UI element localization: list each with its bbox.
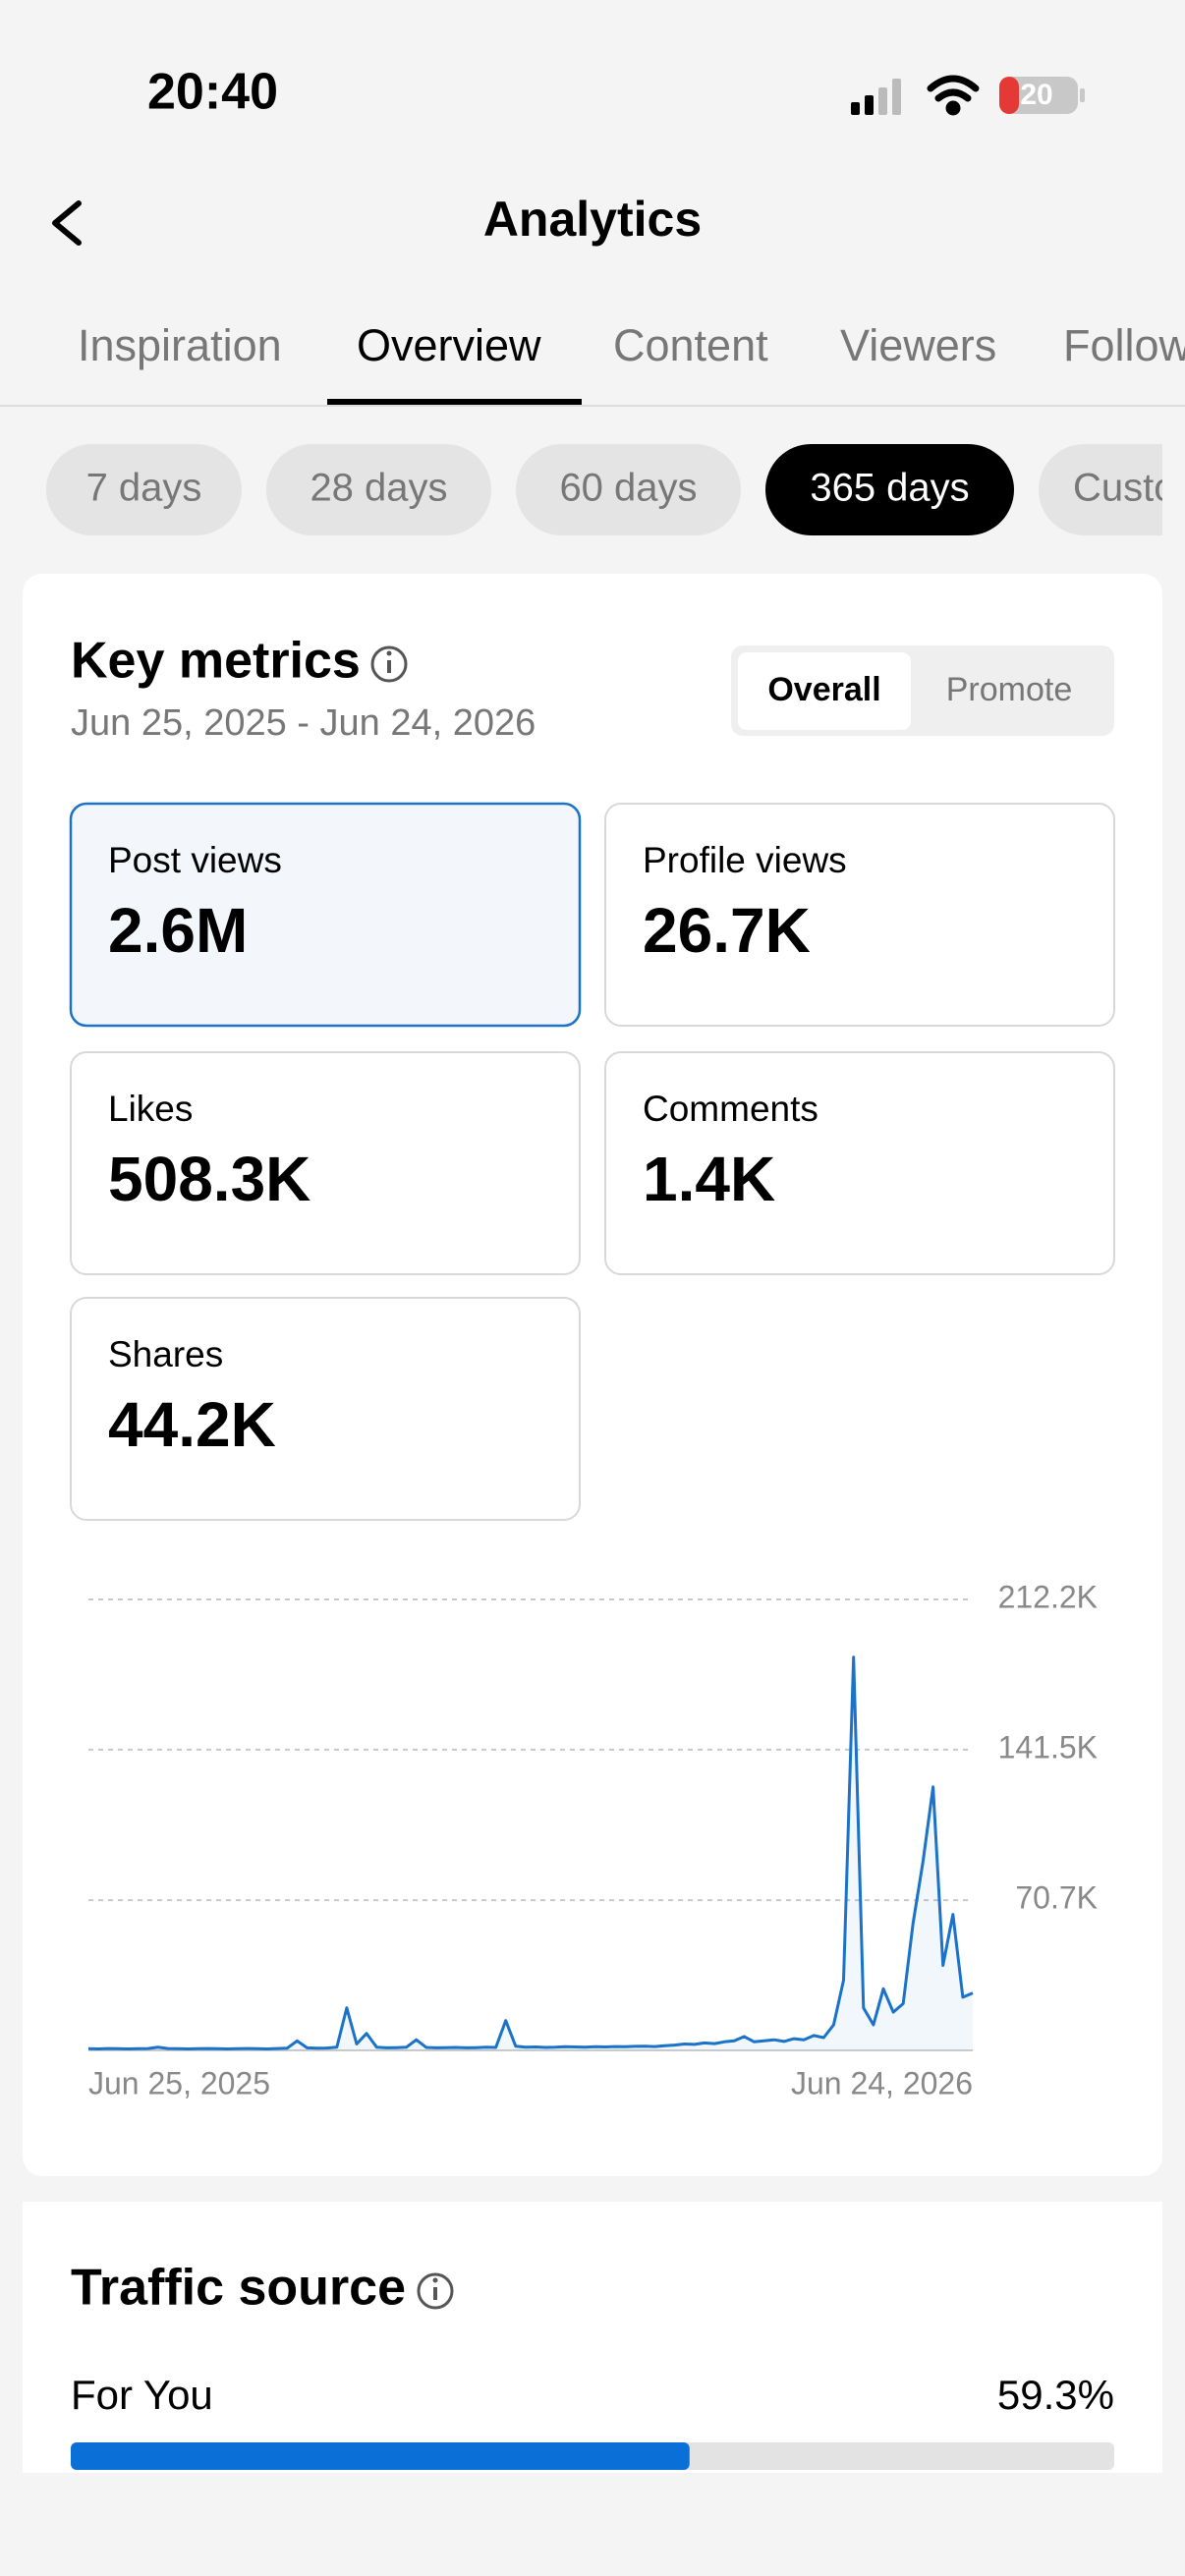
y-tick-label: 141.5K (998, 1729, 1098, 1764)
bar (71, 2442, 690, 2470)
section-title: Key metrics (71, 633, 361, 690)
signal-icon (851, 79, 901, 115)
range-label: 60 days (559, 467, 697, 510)
traffic-card-top (23, 2202, 1162, 2241)
page-title: Analytics (483, 192, 702, 247)
y-tick-label: 212.2K (998, 1579, 1098, 1614)
traffic-list: For You 59.3% (71, 2372, 1114, 2470)
tab[interactable]: Followers (1063, 320, 1185, 370)
range-pill[interactable] (266, 444, 491, 535)
tab-bar: Inspiration Overview Content Viewers Followe… (78, 320, 1185, 405)
area (88, 1656, 973, 2050)
toggle-option[interactable] (738, 652, 911, 730)
metric-label: Post views (108, 840, 282, 880)
tab[interactable]: Content (613, 320, 768, 370)
section-title: Traffic source (71, 2260, 406, 2317)
metric-value: 26.7K (643, 895, 811, 966)
range-label: 365 days (810, 467, 969, 510)
status-time: 20:40 (147, 64, 278, 121)
tab[interactable]: Inspiration (78, 320, 282, 370)
range-pill[interactable] (46, 444, 242, 535)
range-pill[interactable] (1039, 444, 1185, 535)
source-label: For You (71, 2372, 213, 2418)
y-tick-label: 70.7K (1015, 1880, 1098, 1916)
metric-box[interactable] (70, 1297, 581, 1521)
x-tick-label: Jun 24, 2026 (791, 2065, 973, 2100)
tab[interactable]: Viewers (840, 320, 996, 370)
tab-indicator (327, 399, 582, 405)
source-value: 59.3% (997, 2372, 1114, 2418)
wifi-icon (927, 75, 980, 116)
range-pill[interactable] (516, 444, 741, 535)
metric-value: 2.6M (108, 895, 248, 966)
metric-value: 1.4K (643, 1144, 775, 1214)
line-chart: 70.7K 141.5K 212.2K Jun 25, 2025 Jun 24, 202… (87, 1579, 1098, 2100)
info-icon[interactable] (370, 645, 408, 683)
range-label: 7 days (86, 467, 202, 510)
metric-value: 44.2K (108, 1389, 276, 1460)
range-selector: 7 days 28 days 60 days 365 days Custom (46, 444, 1185, 535)
metric-value: 508.3K (108, 1144, 310, 1214)
metric-grid: Post views 2.6M Profile views 26.7K Likes 508… (69, 802, 1115, 1521)
battery-level: 20 (1020, 79, 1052, 111)
metric-label: Profile views (643, 840, 847, 880)
toggle-options: Overall Promote (738, 652, 1073, 730)
back-button[interactable] (52, 200, 82, 246)
metric-label: Comments (643, 1089, 818, 1129)
tab[interactable]: Overview (357, 320, 541, 370)
metric-box[interactable] (70, 1051, 581, 1275)
range-label: Custom (1073, 467, 1185, 510)
metric-label: Likes (108, 1089, 193, 1129)
divider (0, 405, 1185, 407)
range-label: 28 days (310, 467, 447, 510)
metric-label: Shares (108, 1334, 223, 1374)
x-tick-label: Jun 25, 2025 (88, 2065, 270, 2100)
traffic-card (23, 2202, 1162, 2473)
metric-box[interactable] (69, 802, 582, 1028)
range-pill[interactable] (765, 444, 1014, 535)
toggle-label: Promote (946, 671, 1073, 708)
info-icon[interactable] (417, 2272, 454, 2310)
battery-icon: 20 (999, 77, 1085, 114)
metric-box[interactable] (604, 803, 1115, 1027)
date-range: Jun 25, 2025 - Jun 24, 2026 (71, 702, 536, 744)
metric-box[interactable] (604, 1051, 1115, 1275)
line (87, 1655, 974, 2050)
toggle-label: Overall (767, 671, 880, 708)
